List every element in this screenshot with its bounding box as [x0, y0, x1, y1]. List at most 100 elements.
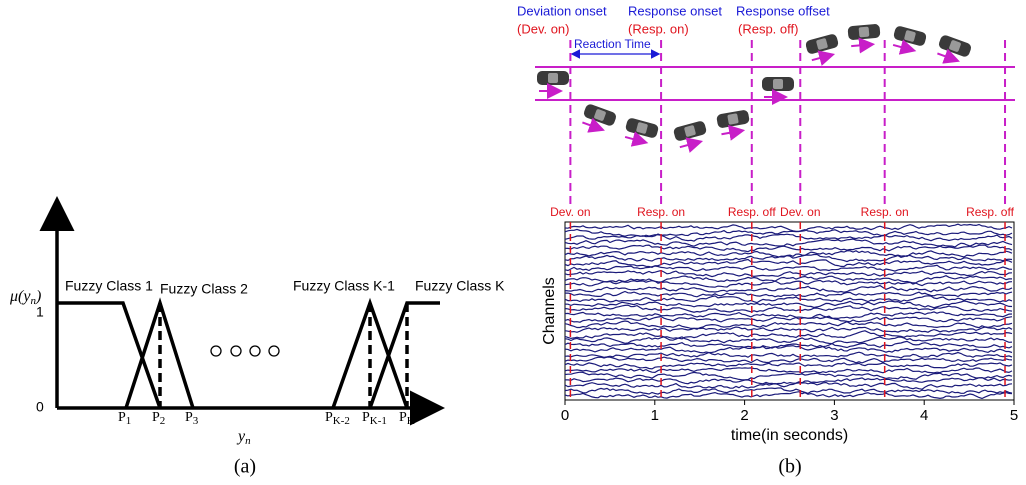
point-sub: 1: [126, 415, 132, 427]
annotation-short: (Resp. on): [628, 21, 689, 36]
eeg-trace: [564, 336, 1013, 345]
x-tick-label: 4: [920, 407, 928, 424]
motion-arrow: [851, 37, 876, 54]
point-label: P2: [152, 410, 165, 426]
point-sub: K-2: [333, 415, 350, 427]
point-main: P: [152, 410, 160, 425]
motion-arrow: [721, 124, 746, 141]
x-label-main: y: [236, 428, 246, 445]
eeg-trace: [564, 223, 1013, 233]
point-label: P3: [185, 410, 199, 426]
car: [673, 121, 707, 153]
eeg-trace: [564, 275, 1012, 284]
point-sub: 3: [193, 415, 199, 427]
caption: (a): [234, 456, 256, 478]
plot-frame: [564, 221, 1015, 401]
point-sub: K: [407, 415, 415, 427]
car-window: [548, 73, 558, 83]
eeg-trace: [564, 320, 1013, 330]
eeg-trace: [565, 376, 1013, 385]
y-axis-label: Channels: [541, 277, 558, 345]
ellipsis-dot: [210, 345, 222, 357]
point-label: PK: [399, 410, 415, 426]
class-label: Fuzzy Class 1: [65, 278, 153, 294]
motion-arrow: [679, 137, 704, 153]
car-window: [727, 113, 739, 125]
annotation-title: Deviation onset: [517, 3, 607, 18]
eeg-trace: [564, 258, 1013, 268]
eeg-trace: [564, 304, 1013, 313]
car: [805, 34, 839, 66]
level-label: 0: [36, 399, 44, 415]
annotation-short: (Dev. on): [517, 21, 570, 36]
x-tick-label: 5: [1010, 407, 1018, 424]
membership-curve: [368, 301, 440, 409]
eeg-trace: [564, 326, 1013, 333]
annotation-title: Response onset: [628, 3, 722, 18]
point-main: P: [185, 410, 193, 425]
eeg-trace: [564, 244, 1013, 253]
point-label: PK-1: [362, 410, 387, 426]
car: [716, 110, 750, 141]
event-label: Dev. on: [780, 205, 820, 219]
event-label: Resp. on: [637, 205, 685, 219]
car: [937, 35, 972, 64]
car-window: [858, 26, 870, 38]
point-sub: K-1: [370, 415, 387, 427]
event-label: Resp. on: [861, 205, 909, 219]
x-label-sub: n: [245, 435, 251, 447]
motion-arrow: [582, 117, 605, 133]
eeg-trace: [564, 253, 1013, 263]
mu-tail: ): [35, 288, 41, 305]
car: [582, 104, 617, 133]
eeg-trace: [564, 330, 1013, 340]
point-main: P: [399, 410, 407, 425]
eeg-trace: [564, 228, 1013, 238]
mu-main: μ(y: [9, 288, 31, 305]
x-tick-label: 0: [561, 407, 569, 424]
eeg-trace: [564, 391, 1013, 400]
x-tick-label: 3: [830, 407, 838, 424]
car-window: [816, 38, 828, 50]
class-label: Fuzzy Class 2: [160, 281, 248, 297]
car-window: [773, 79, 783, 89]
ellipsis-dot: [268, 345, 280, 357]
membership-curve: [57, 301, 162, 409]
eeg-trace: [564, 300, 1013, 309]
eeg-trace: [564, 238, 1013, 248]
motion-arrow: [624, 131, 649, 147]
eeg-trace: [564, 284, 1013, 293]
ellipsis-dot: [249, 345, 261, 357]
panel-a: [39, 196, 445, 426]
point-sub: 2: [160, 415, 166, 427]
motion-arrow: [892, 39, 917, 55]
car: [847, 24, 881, 54]
eeg-trace: [564, 356, 1013, 364]
eeg-trace: [564, 351, 1013, 359]
eeg-trace: [564, 367, 1013, 374]
x-tick-label: 1: [651, 407, 659, 424]
car: [537, 71, 569, 99]
eeg-trace: [564, 269, 1013, 278]
eeg-trace: [564, 279, 1013, 288]
eeg-trace: [564, 387, 1013, 395]
eeg-trace: [564, 315, 1013, 323]
event-label: Resp. off: [966, 205, 1014, 219]
eeg-trace: [564, 345, 1013, 354]
eeg-trace: [564, 340, 1013, 349]
x-tick-label: 2: [740, 407, 748, 424]
reaction-label: Reaction Time: [574, 37, 651, 51]
x-axis-label: time(in seconds): [731, 427, 848, 444]
motion-arrow: [811, 50, 836, 66]
car: [762, 77, 794, 105]
event-label: Resp. off: [728, 205, 776, 219]
mu-label: μ(yn): [9, 288, 41, 307]
class-label: Fuzzy Class K-1: [293, 278, 395, 294]
level-label: 1: [36, 304, 44, 320]
eeg-trace: [564, 264, 1013, 272]
ellipsis-dot: [230, 345, 242, 357]
point-main: P: [118, 410, 126, 425]
car: [892, 26, 927, 55]
x-label: yn: [236, 428, 251, 447]
